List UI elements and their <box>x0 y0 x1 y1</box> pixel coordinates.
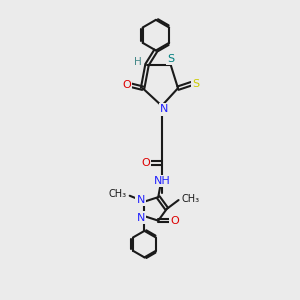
Text: H: H <box>134 57 142 67</box>
Text: NH: NH <box>153 176 170 186</box>
Text: CH₃: CH₃ <box>109 189 127 199</box>
Text: CH₃: CH₃ <box>182 194 200 204</box>
Text: S: S <box>167 54 174 64</box>
Text: O: O <box>141 158 150 168</box>
Text: N: N <box>137 213 145 223</box>
Text: O: O <box>170 216 179 226</box>
Text: S: S <box>192 79 199 89</box>
Text: N: N <box>137 195 145 205</box>
Text: N: N <box>160 104 168 114</box>
Text: O: O <box>122 80 131 90</box>
